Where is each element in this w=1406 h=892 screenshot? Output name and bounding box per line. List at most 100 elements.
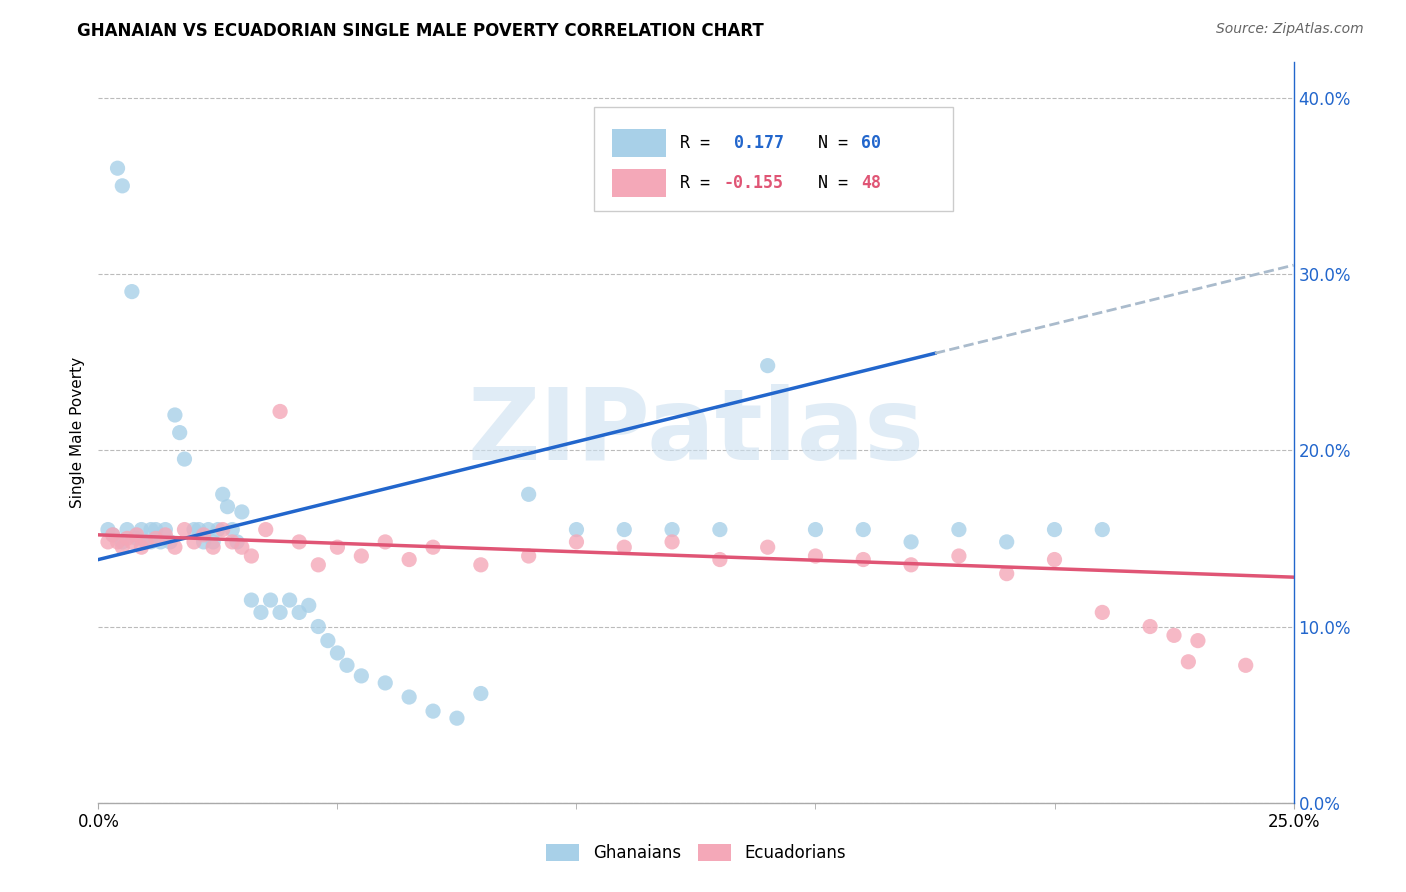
Point bbox=[125, 532, 148, 546]
Point bbox=[804, 549, 827, 563]
Point bbox=[269, 404, 291, 418]
Point bbox=[131, 540, 153, 554]
Point bbox=[231, 505, 253, 519]
Point bbox=[155, 528, 177, 542]
Point bbox=[1163, 628, 1185, 642]
Point bbox=[307, 619, 329, 633]
Point bbox=[111, 540, 134, 554]
Text: -0.155: -0.155 bbox=[724, 174, 783, 192]
Point bbox=[1139, 619, 1161, 633]
Point bbox=[1091, 606, 1114, 620]
Point bbox=[1187, 633, 1209, 648]
Point bbox=[240, 593, 263, 607]
Point bbox=[202, 535, 225, 549]
Legend: Ghanaians, Ecuadorians: Ghanaians, Ecuadorians bbox=[540, 837, 852, 869]
Point bbox=[107, 161, 129, 176]
Point bbox=[613, 523, 636, 537]
Text: R =: R = bbox=[681, 134, 731, 153]
Point bbox=[804, 523, 827, 537]
Point bbox=[709, 552, 731, 566]
Point bbox=[97, 523, 120, 537]
Text: N =: N = bbox=[797, 134, 858, 153]
Point bbox=[948, 549, 970, 563]
Point bbox=[207, 523, 229, 537]
Point bbox=[197, 523, 219, 537]
Point bbox=[202, 540, 225, 554]
Point bbox=[97, 535, 120, 549]
Point bbox=[517, 487, 540, 501]
Point bbox=[135, 535, 157, 549]
Point bbox=[288, 606, 311, 620]
Point bbox=[852, 523, 875, 537]
Point bbox=[900, 535, 922, 549]
Point bbox=[326, 646, 349, 660]
Point bbox=[756, 359, 779, 373]
Point bbox=[254, 523, 277, 537]
Point bbox=[756, 540, 779, 554]
Point bbox=[852, 552, 875, 566]
Point bbox=[259, 593, 281, 607]
Point bbox=[250, 606, 273, 620]
Point bbox=[278, 593, 301, 607]
Text: Source: ZipAtlas.com: Source: ZipAtlas.com bbox=[1216, 22, 1364, 37]
Point bbox=[1043, 523, 1066, 537]
Point bbox=[565, 523, 588, 537]
Text: GHANAIAN VS ECUADORIAN SINGLE MALE POVERTY CORRELATION CHART: GHANAIAN VS ECUADORIAN SINGLE MALE POVER… bbox=[77, 22, 763, 40]
Point bbox=[336, 658, 359, 673]
Point bbox=[661, 535, 683, 549]
Point bbox=[374, 676, 396, 690]
Point bbox=[121, 285, 143, 299]
Point bbox=[173, 523, 195, 537]
Point bbox=[269, 606, 291, 620]
Point bbox=[231, 540, 253, 554]
Point bbox=[115, 523, 138, 537]
Point bbox=[183, 523, 205, 537]
Point bbox=[221, 523, 243, 537]
Point bbox=[145, 523, 167, 537]
Point bbox=[125, 528, 148, 542]
Point bbox=[107, 535, 129, 549]
Point bbox=[446, 711, 468, 725]
Point bbox=[613, 540, 636, 554]
Point bbox=[211, 487, 233, 501]
Point bbox=[422, 704, 444, 718]
Point bbox=[326, 540, 349, 554]
Point bbox=[101, 528, 124, 542]
Point bbox=[159, 535, 181, 549]
Point bbox=[398, 690, 420, 704]
Point bbox=[149, 535, 172, 549]
Point bbox=[470, 686, 492, 700]
Point bbox=[307, 558, 329, 572]
Text: R =: R = bbox=[681, 174, 720, 192]
Point bbox=[187, 523, 209, 537]
Point bbox=[155, 523, 177, 537]
Point bbox=[163, 540, 186, 554]
Point bbox=[374, 535, 396, 549]
Text: 60: 60 bbox=[860, 134, 882, 153]
FancyBboxPatch shape bbox=[595, 107, 953, 211]
Point bbox=[193, 535, 215, 549]
Point bbox=[183, 535, 205, 549]
Point bbox=[350, 669, 373, 683]
Point bbox=[111, 178, 134, 193]
Point bbox=[948, 523, 970, 537]
Point bbox=[517, 549, 540, 563]
FancyBboxPatch shape bbox=[613, 169, 666, 197]
Text: 48: 48 bbox=[860, 174, 882, 192]
Point bbox=[995, 566, 1018, 581]
Point bbox=[211, 523, 233, 537]
Point bbox=[470, 558, 492, 572]
Point bbox=[121, 535, 143, 549]
Text: 0.177: 0.177 bbox=[734, 134, 785, 153]
Point bbox=[226, 535, 249, 549]
Point bbox=[139, 523, 162, 537]
Point bbox=[139, 535, 162, 549]
Point bbox=[565, 535, 588, 549]
Point bbox=[193, 528, 215, 542]
Point bbox=[398, 552, 420, 566]
Point bbox=[145, 532, 167, 546]
Point bbox=[995, 535, 1018, 549]
Point bbox=[135, 535, 157, 549]
Point bbox=[173, 452, 195, 467]
Point bbox=[298, 599, 321, 613]
